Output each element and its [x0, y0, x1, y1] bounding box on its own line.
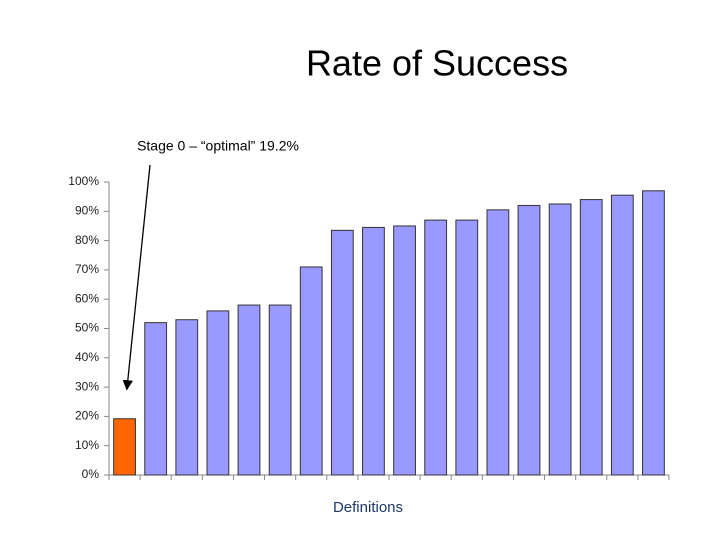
bar	[486, 209, 510, 476]
bar	[330, 229, 354, 476]
bar	[268, 304, 292, 476]
y-tick-label: 80%	[75, 233, 99, 247]
y-tick-label: 50%	[75, 321, 99, 335]
bar	[237, 304, 261, 476]
y-tick-label: 20%	[75, 409, 99, 423]
annotation-arrow	[122, 164, 151, 391]
bar	[610, 194, 634, 476]
y-tick-label: 100%	[68, 174, 99, 188]
bar	[548, 203, 572, 476]
bar	[175, 319, 199, 476]
plot-area: 0% 10% 20% 30% 40% 50% 60% 70% 80% 90% 100%	[68, 174, 670, 481]
bar	[517, 204, 541, 476]
bar	[393, 225, 416, 476]
bar	[206, 310, 230, 476]
y-tick-label: 0%	[82, 467, 100, 481]
y-tick-label: 70%	[75, 262, 99, 276]
chart-title: Rate of Success	[306, 43, 568, 84]
bar	[144, 322, 168, 476]
y-tick-label: 60%	[75, 291, 99, 305]
y-tick-label: 10%	[75, 438, 99, 452]
bar	[362, 226, 385, 476]
bar	[424, 219, 448, 476]
bar	[113, 418, 136, 476]
bar	[642, 190, 665, 476]
bar	[455, 219, 479, 476]
bar	[579, 199, 603, 476]
y-tick-label: 90%	[75, 203, 99, 217]
y-tick-label: 30%	[75, 379, 99, 393]
bar	[299, 266, 323, 476]
y-tick-label: 40%	[75, 350, 99, 364]
x-axis-label: Definitions	[333, 499, 403, 516]
annotation: Stage 0 – “optimal” 19.2%	[137, 138, 299, 154]
